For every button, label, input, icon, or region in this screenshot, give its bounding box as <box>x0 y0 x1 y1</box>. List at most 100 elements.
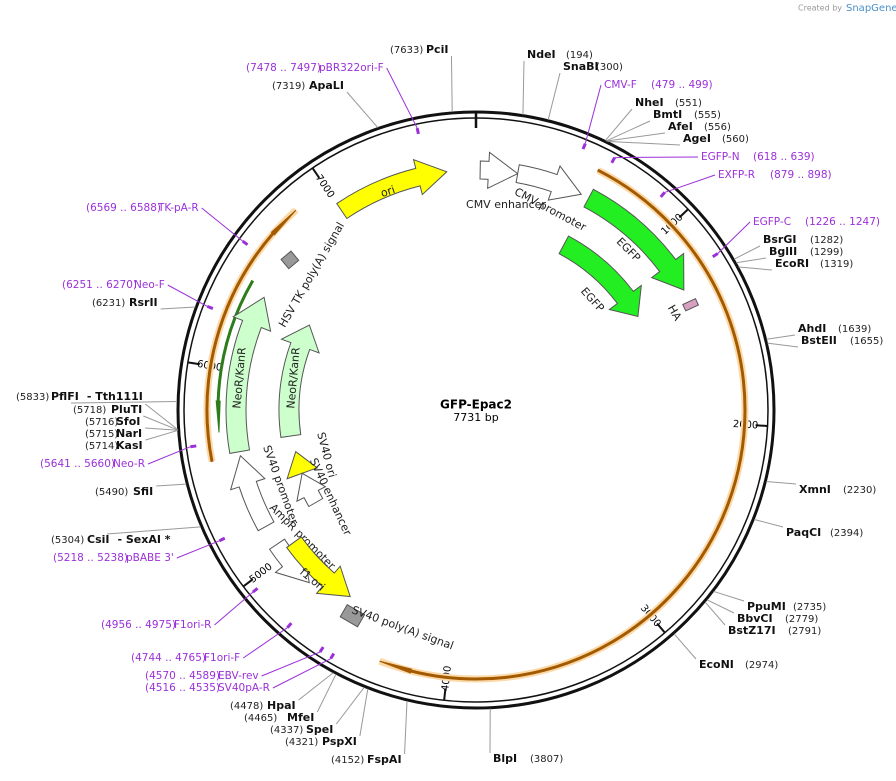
enzyme-leader <box>451 56 452 112</box>
enzyme-name: KasI <box>116 439 143 452</box>
enzyme-leader <box>336 687 364 724</box>
enzyme-name: - Tth111I <box>87 390 143 403</box>
enzyme-name: EcoRI <box>775 257 809 270</box>
enzyme-name: AgeI <box>683 132 711 145</box>
enzyme-leader <box>674 634 696 659</box>
ruler-label: 7000 <box>313 173 336 200</box>
enzyme-position: (7633) <box>390 45 423 56</box>
enzyme-name: PspXI <box>322 735 357 748</box>
primer-leader <box>243 628 287 658</box>
plasmid-size: 7731 bp <box>453 411 498 424</box>
enzyme-position: (555) <box>694 110 721 121</box>
enzyme-leader <box>146 430 178 440</box>
enzyme-name: NdeI <box>527 48 556 61</box>
primer-range: (879 .. 898) <box>770 169 832 181</box>
primer-leader <box>718 222 750 254</box>
feature-label: HSV TK poly(A) signal <box>276 220 347 330</box>
enzyme-position: (2779) <box>785 614 818 625</box>
enzyme-position: (4152) <box>331 755 364 766</box>
enzyme-leader <box>607 141 680 145</box>
enzyme-leader <box>736 258 766 263</box>
primer-range: (479 .. 499) <box>651 79 713 91</box>
enzyme-position: (1319) <box>820 259 853 270</box>
primer-name: Neo-R <box>113 458 145 470</box>
enzyme-position: (4337) <box>270 725 303 736</box>
enzyme-leader <box>767 335 795 339</box>
primer-site <box>243 241 248 245</box>
primer-range: (4570 .. 4589) <box>145 670 220 682</box>
enzyme-leader <box>767 343 798 347</box>
enzyme-position: (5718) <box>73 405 106 416</box>
enzyme-leader <box>714 591 744 601</box>
enzyme-leader <box>360 689 368 736</box>
primer-range: (4744 .. 4765) <box>131 652 206 664</box>
primer-site <box>207 306 213 308</box>
enzyme-name: FspAI <box>367 753 402 766</box>
primer-leader <box>148 447 190 464</box>
primer-leader <box>273 659 331 688</box>
enzyme-leader <box>299 673 334 700</box>
feature-label: EGFP <box>578 285 607 315</box>
enzyme-position: (560) <box>722 134 749 145</box>
enzyme-position: (5833) <box>16 392 49 403</box>
enzyme-position: (5490) <box>95 487 128 498</box>
primer-site <box>287 623 291 628</box>
enzyme-leader <box>707 600 734 613</box>
primer-leader <box>387 68 417 128</box>
enzyme-name: EcoNI <box>699 658 734 671</box>
feature-cmv-enhancer <box>480 152 518 188</box>
feature-label: HA <box>665 303 684 324</box>
enzyme-position: (2974) <box>745 660 778 671</box>
primer-leader <box>214 592 252 625</box>
primer-site <box>320 647 323 652</box>
brand: SnapGene <box>846 3 896 14</box>
enzyme-name: PaqCI <box>786 526 821 539</box>
primer-name: SV40pA-R <box>218 682 270 694</box>
enzyme-position: (2735) <box>793 602 826 613</box>
enzyme-position: (4478) <box>230 701 263 712</box>
primer-site <box>713 254 718 257</box>
primer-name: TK-pA-R <box>157 202 199 214</box>
enzyme-name: PflFI <box>51 390 79 403</box>
enzyme-name: PciI <box>426 43 448 56</box>
enzyme-leader <box>739 267 772 270</box>
enzyme-position: (300) <box>596 62 623 73</box>
primer-name: EBV-rev <box>218 670 259 682</box>
primer-name: EGFP-N <box>701 151 740 163</box>
primer-name: CMV-F <box>604 79 637 91</box>
primer-name: EXFP-R <box>718 169 755 181</box>
feature-label: SV40 poly(A) signal <box>350 603 455 652</box>
enzyme-position: (1655) <box>850 336 883 347</box>
primer-leader <box>665 175 715 192</box>
enzyme-name: XmnI <box>799 483 831 496</box>
enzyme-position: (1299) <box>810 247 843 258</box>
enzyme-name: CsiI <box>87 533 109 546</box>
primer-range: (5218 .. 5238) <box>53 552 128 564</box>
enzyme-position: (3807) <box>530 754 563 765</box>
primer-name: pBABE 3' <box>126 552 174 564</box>
primer-leader <box>202 208 243 241</box>
ruler-label: 5000 <box>248 561 275 585</box>
enzyme-name: BstEII <box>801 334 837 347</box>
primer-site <box>661 192 665 197</box>
primer-leader <box>262 652 320 676</box>
enzyme-position: (5714) <box>85 441 118 452</box>
enzyme-leader <box>766 482 796 484</box>
primer-name: Neo-F <box>134 279 165 291</box>
primer-site <box>253 588 258 592</box>
enzyme-name: RsrII <box>129 296 158 309</box>
enzyme-name: BlpI <box>493 752 517 765</box>
enzyme-position: (2791) <box>788 626 821 637</box>
enzyme-name: SnaBI <box>563 60 599 73</box>
enzyme-leader <box>754 519 783 527</box>
enzyme-position: (2394) <box>830 528 863 539</box>
primer-range: (6251 .. 6270) <box>62 279 137 291</box>
enzyme-position: (7319) <box>272 81 305 92</box>
feature-ha <box>683 299 699 311</box>
enzyme-leader <box>317 674 336 712</box>
enzyme-position: (4465) <box>244 713 277 724</box>
primer-site <box>583 144 585 150</box>
enzyme-leader <box>734 246 760 259</box>
enzyme-name: - SexAI * <box>117 533 170 546</box>
enzyme-leader <box>156 484 186 486</box>
